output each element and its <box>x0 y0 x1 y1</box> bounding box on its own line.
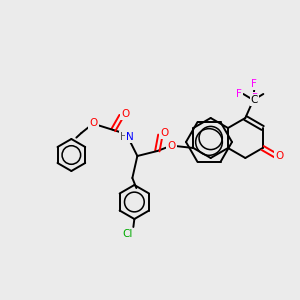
Text: O: O <box>160 128 169 138</box>
Text: F: F <box>251 79 257 89</box>
Text: O: O <box>121 109 130 119</box>
Text: H: H <box>121 132 128 142</box>
Text: F: F <box>236 89 242 99</box>
Text: O: O <box>167 141 176 151</box>
Text: Cl: Cl <box>122 229 133 239</box>
Text: O: O <box>89 118 98 128</box>
Text: N: N <box>127 132 134 142</box>
Text: C: C <box>250 95 258 105</box>
Text: F: F <box>252 93 258 103</box>
Text: O: O <box>275 151 284 161</box>
